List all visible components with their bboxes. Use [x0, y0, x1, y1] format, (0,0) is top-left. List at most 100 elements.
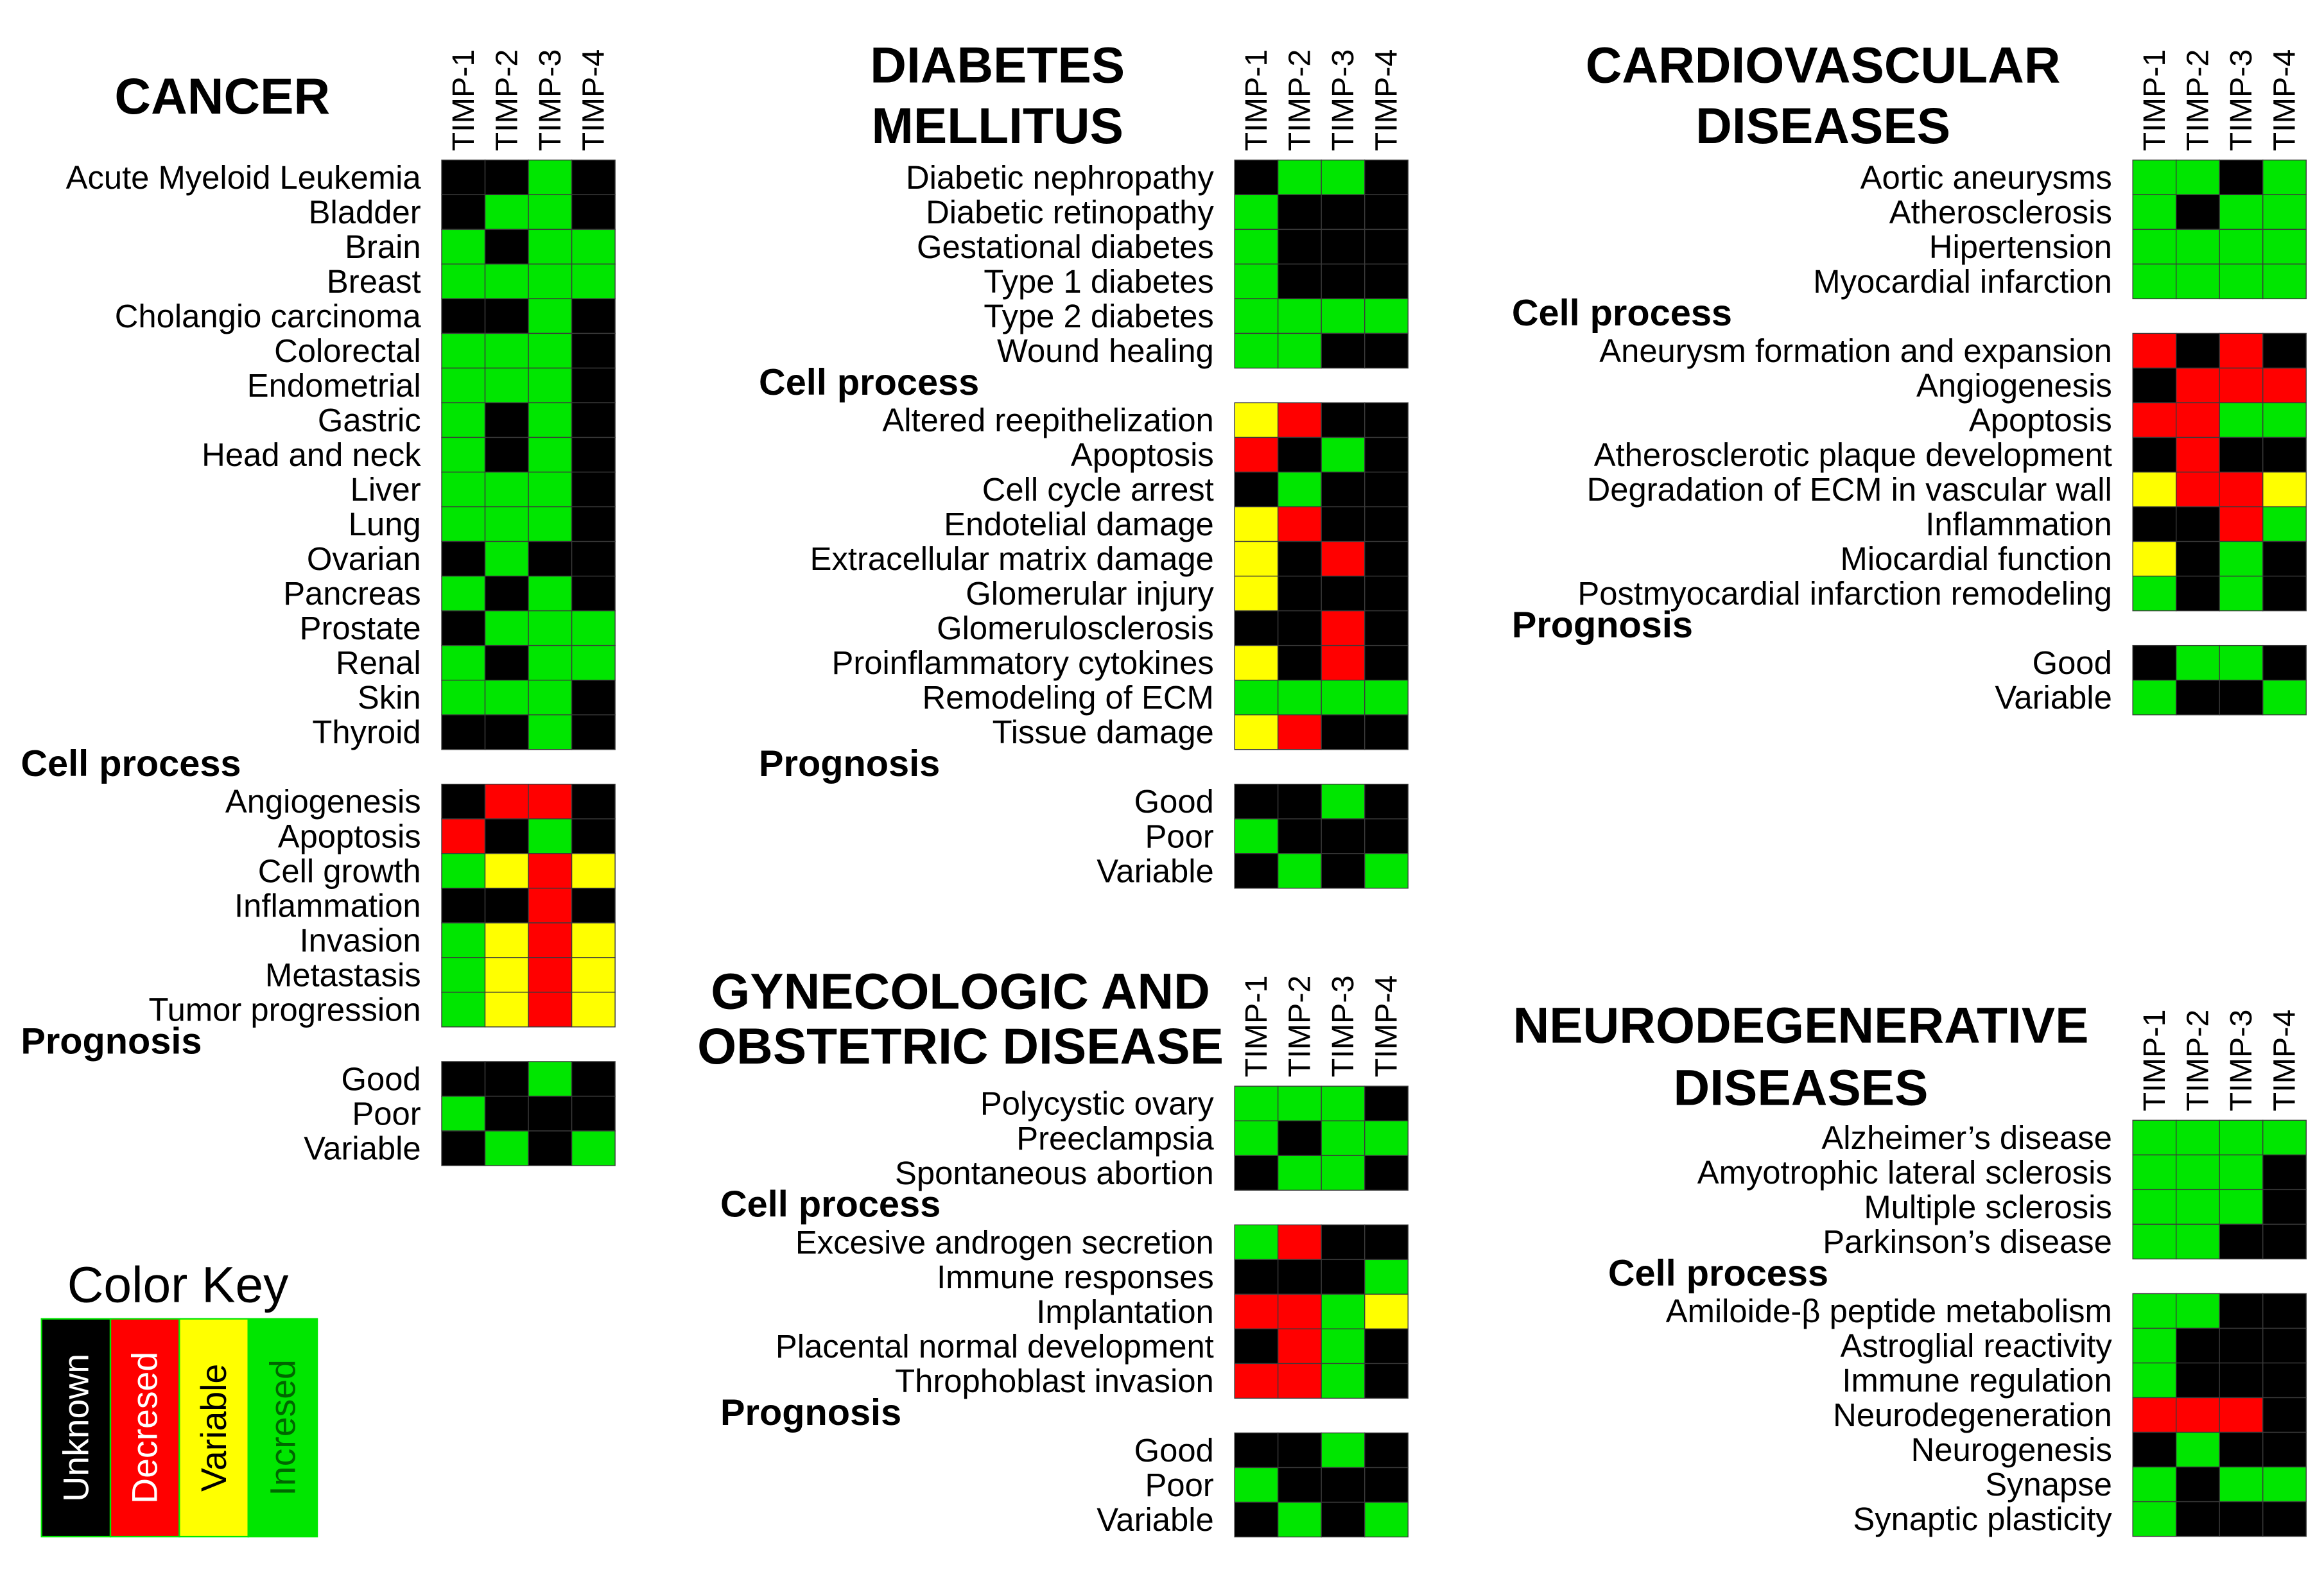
heat-cell — [2262, 540, 2307, 577]
heat-cell — [528, 853, 573, 889]
heat-cell — [2175, 1362, 2220, 1399]
legend-label: Decresed — [125, 1352, 165, 1504]
row-label: Poor — [1145, 1467, 1214, 1503]
heat-cell — [2262, 367, 2307, 404]
heat-cell — [484, 992, 529, 1028]
heat-cell — [1234, 1501, 1279, 1538]
row-label: Atherosclerotic plaque development — [1594, 436, 2112, 473]
row-label: Throphoblast invasion — [895, 1363, 1214, 1399]
heat-cell — [571, 992, 616, 1028]
heat-cell — [484, 888, 529, 924]
heat-cell — [528, 992, 573, 1028]
section-label: Prognosis — [21, 1021, 202, 1062]
heat-cell — [2132, 402, 2177, 438]
row-label: Gestational diabetes — [917, 229, 1214, 265]
column-header: TIMP-1 — [1239, 49, 1274, 151]
heat-cell — [528, 610, 573, 646]
heat-cell — [1277, 332, 1322, 369]
row-label: Type 1 diabetes — [984, 263, 1213, 300]
heat-cell — [2262, 644, 2307, 681]
heat-cell — [1277, 159, 1322, 196]
row-label: Apoptosis — [278, 818, 421, 854]
heat-cell — [1321, 679, 1366, 716]
heat-cell — [1364, 818, 1409, 854]
row-label: Alzheimer’s disease — [1821, 1119, 2112, 1156]
row-label: Remodeling of ECM — [923, 679, 1214, 716]
heat-cell — [2132, 506, 2177, 542]
row-label: Synaptic plasticity — [1853, 1501, 2112, 1537]
heat-cell — [2262, 1466, 2307, 1503]
panel-title: OBSTETRIC DISEASE — [697, 1018, 1224, 1074]
heat-cell — [1321, 575, 1366, 612]
heat-cell — [1277, 784, 1322, 820]
heat-cell — [1234, 1120, 1279, 1156]
heat-cell — [484, 957, 529, 993]
heat-cell — [441, 1096, 486, 1132]
heat-cell — [1321, 436, 1366, 473]
heat-cell — [484, 402, 529, 438]
row-label: Wound healing — [997, 332, 1214, 369]
column-header: TIMP-4 — [2268, 49, 2302, 151]
row-label: Tissue damage — [993, 714, 1214, 750]
heat-cell — [484, 575, 529, 612]
heat-cell — [571, 1130, 616, 1166]
heat-cell — [1321, 714, 1366, 750]
row-label: Amyotrophic lateral sclerosis — [1697, 1154, 2112, 1191]
heat-cell — [1234, 1328, 1279, 1365]
column-header: TIMP-3 — [2224, 49, 2259, 151]
panel-title: MELLITUS — [872, 98, 1123, 154]
heat-cell — [2262, 1223, 2307, 1260]
heat-cell — [571, 1061, 616, 1097]
heat-cell — [1234, 540, 1279, 577]
column-header: TIMP-3 — [1326, 976, 1360, 1078]
heat-cell — [1321, 610, 1366, 646]
row-label: Glomerulosclerosis — [937, 610, 1214, 646]
column-header: TIMP-3 — [1326, 49, 1360, 151]
column-header: TIMP-4 — [2268, 1010, 2302, 1112]
row-label: Angiogenesis — [1916, 367, 2112, 404]
heat-cell — [528, 506, 573, 542]
heat-cell — [484, 436, 529, 473]
row-label: Inflammation — [234, 887, 421, 924]
row-label: Astroglial reactivity — [1841, 1327, 2113, 1364]
column-header: TIMP-1 — [2137, 1010, 2172, 1112]
heat-cell — [2132, 1119, 2177, 1156]
row-label: Diabetic retinopathy — [926, 194, 1214, 230]
row-label: Variable — [1097, 852, 1214, 889]
heat-cell — [2175, 1119, 2220, 1156]
heat-cell — [1234, 1224, 1279, 1261]
heat-cell — [2175, 159, 2220, 196]
heat-cell — [2132, 1362, 2177, 1399]
heat-cell — [441, 229, 486, 265]
heat-cell — [2262, 679, 2307, 716]
heat-cell — [1234, 1293, 1279, 1330]
heat-cell — [528, 818, 573, 854]
row-label: Diabetic nephropathy — [906, 159, 1214, 196]
heat-cell — [1321, 471, 1366, 508]
heat-cell — [1277, 506, 1322, 542]
panel-title: CARDIOVASCULAR — [1586, 37, 2061, 94]
heat-cell — [441, 298, 486, 334]
heat-cell — [484, 332, 529, 369]
heat-cell — [1277, 436, 1322, 473]
heat-cell — [571, 332, 616, 369]
row-label: Aortic aneurysms — [1860, 159, 2112, 196]
panel-title: DISEASES — [1674, 1060, 1929, 1116]
heat-cell — [1364, 1432, 1409, 1469]
row-label: Polycystic ovary — [980, 1085, 1215, 1122]
heat-cell — [1277, 1085, 1322, 1121]
heat-cell — [2262, 1293, 2307, 1329]
heat-cell — [2132, 1293, 2177, 1329]
heat-cell — [571, 575, 616, 612]
heat-cell — [571, 957, 616, 993]
column-header: TIMP-2 — [2180, 49, 2215, 151]
heat-cell — [2262, 1154, 2307, 1191]
heat-cell — [1277, 1328, 1322, 1365]
row-label: Bladder — [309, 194, 421, 230]
heat-cell — [1364, 298, 1409, 334]
row-label: Proinflammatory cytokines — [832, 644, 1214, 681]
row-label: Placental normal development — [776, 1328, 1214, 1365]
heat-cell — [1364, 194, 1409, 230]
heat-cell — [2175, 1466, 2220, 1503]
row-label: Acute Myeloid Leukemia — [66, 159, 422, 196]
